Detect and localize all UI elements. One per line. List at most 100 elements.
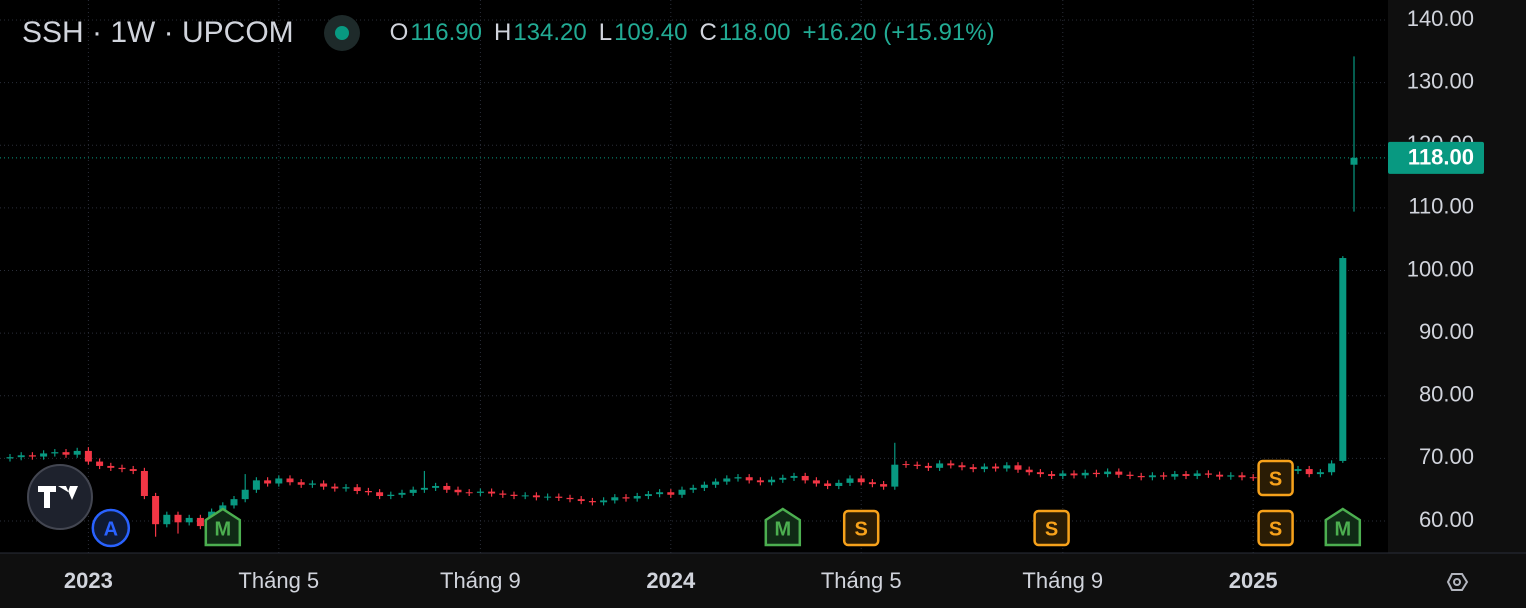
logo[interactable] xyxy=(27,464,93,530)
candle-body xyxy=(868,482,876,485)
event-label: A xyxy=(104,518,118,540)
candle-body xyxy=(297,482,305,485)
candle-body xyxy=(857,478,865,483)
candle-body xyxy=(1059,473,1067,476)
candle-body xyxy=(152,496,160,525)
candle-body xyxy=(600,500,608,503)
ohlc-key: O xyxy=(389,19,409,46)
event-badge xyxy=(1257,459,1294,497)
ohlc-key: C xyxy=(699,19,717,46)
candle-body xyxy=(353,487,361,491)
candle-body xyxy=(824,483,832,486)
candle-body xyxy=(801,475,809,481)
candle-body xyxy=(712,481,720,485)
candle-body xyxy=(129,469,137,471)
candle-body xyxy=(768,479,776,483)
candle-body xyxy=(544,496,552,498)
candle-body xyxy=(420,487,428,490)
candle-body xyxy=(588,501,596,503)
candle-body xyxy=(1148,475,1156,478)
candle-body xyxy=(174,514,182,523)
candle-body xyxy=(1328,463,1336,473)
candle-body xyxy=(835,482,843,486)
candle-body xyxy=(1216,474,1224,477)
candle-body xyxy=(577,499,585,502)
ohlc-value: 118.00 xyxy=(718,19,791,46)
x-tick-label: 2023 xyxy=(64,568,113,593)
candle-body xyxy=(745,477,753,481)
x-tick-label: 2025 xyxy=(1229,568,1278,593)
candle-body xyxy=(118,467,126,470)
candle-body xyxy=(73,450,81,455)
candle-body xyxy=(40,453,48,457)
candle-body xyxy=(1048,474,1056,476)
candle-body xyxy=(17,455,25,458)
candle-body xyxy=(286,478,294,483)
candle-body xyxy=(1025,469,1033,473)
candle-body xyxy=(1070,473,1078,476)
event-badge xyxy=(91,508,131,548)
candle-body xyxy=(902,464,910,466)
candle-body xyxy=(1227,475,1235,477)
candle-body xyxy=(980,466,988,470)
change: +16.20 (+15.91%) xyxy=(802,19,995,46)
candle-body xyxy=(880,484,888,487)
last-price-tag xyxy=(1388,141,1484,174)
x-tick-label: Tháng 9 xyxy=(440,568,521,593)
ohlc-value: 116.90 xyxy=(410,19,482,46)
event-label: S xyxy=(855,518,868,540)
candle-body xyxy=(756,480,764,483)
event-label: S xyxy=(1269,518,1282,540)
candle-body xyxy=(779,477,787,480)
y-tick-label: 110.00 xyxy=(1408,194,1474,219)
candle-body xyxy=(62,452,70,455)
candle-body xyxy=(252,480,260,490)
event-badge xyxy=(764,507,802,547)
candle-body xyxy=(947,463,955,466)
candle-body xyxy=(140,470,148,497)
candle-body xyxy=(1036,472,1044,475)
settings-icon[interactable] xyxy=(1446,573,1469,591)
candle-body xyxy=(611,497,619,501)
candle-body xyxy=(1204,473,1212,475)
candle-body xyxy=(734,477,742,479)
candle-body xyxy=(308,483,316,485)
candle-body xyxy=(1115,471,1123,475)
candle-body xyxy=(185,517,193,523)
y-tick-label: 80.00 xyxy=(1419,382,1474,407)
y-tick-label: 60.00 xyxy=(1419,507,1474,532)
candle-body xyxy=(1193,473,1201,476)
candle-body xyxy=(432,485,440,488)
candle-body xyxy=(1014,465,1022,470)
candle-body xyxy=(846,478,854,483)
candle-body xyxy=(992,466,1000,469)
candle-body xyxy=(6,457,14,459)
candle-body xyxy=(566,497,574,500)
status-dot[interactable] xyxy=(323,15,360,51)
symbol: SSH · 1W · UPCOM xyxy=(22,16,294,49)
candle-body xyxy=(342,487,350,489)
candle-body xyxy=(51,452,59,454)
candle-body xyxy=(924,465,932,468)
event-badge xyxy=(204,507,242,547)
x-tick-label: 2024 xyxy=(646,568,696,593)
candle-body xyxy=(230,499,238,506)
candle-body xyxy=(409,489,417,493)
candle-body xyxy=(96,461,104,466)
candle-body xyxy=(84,450,92,462)
candle-body xyxy=(376,492,384,497)
candle-body xyxy=(700,484,708,488)
candle-body xyxy=(241,489,249,500)
candle-body xyxy=(443,485,451,490)
candle-body xyxy=(499,493,507,495)
candle-body xyxy=(891,464,899,487)
y-tick-label: 130.00 xyxy=(1407,68,1474,93)
legend: SSH · 1W · UPCOM O 116.90 H 134.20 L 109.40… xyxy=(22,14,995,52)
candle-body xyxy=(1092,472,1100,475)
candle-body xyxy=(812,480,820,484)
candle-body xyxy=(1294,469,1302,471)
candle-body xyxy=(163,514,171,525)
candle-body xyxy=(521,495,529,497)
event-label: M xyxy=(774,518,791,540)
